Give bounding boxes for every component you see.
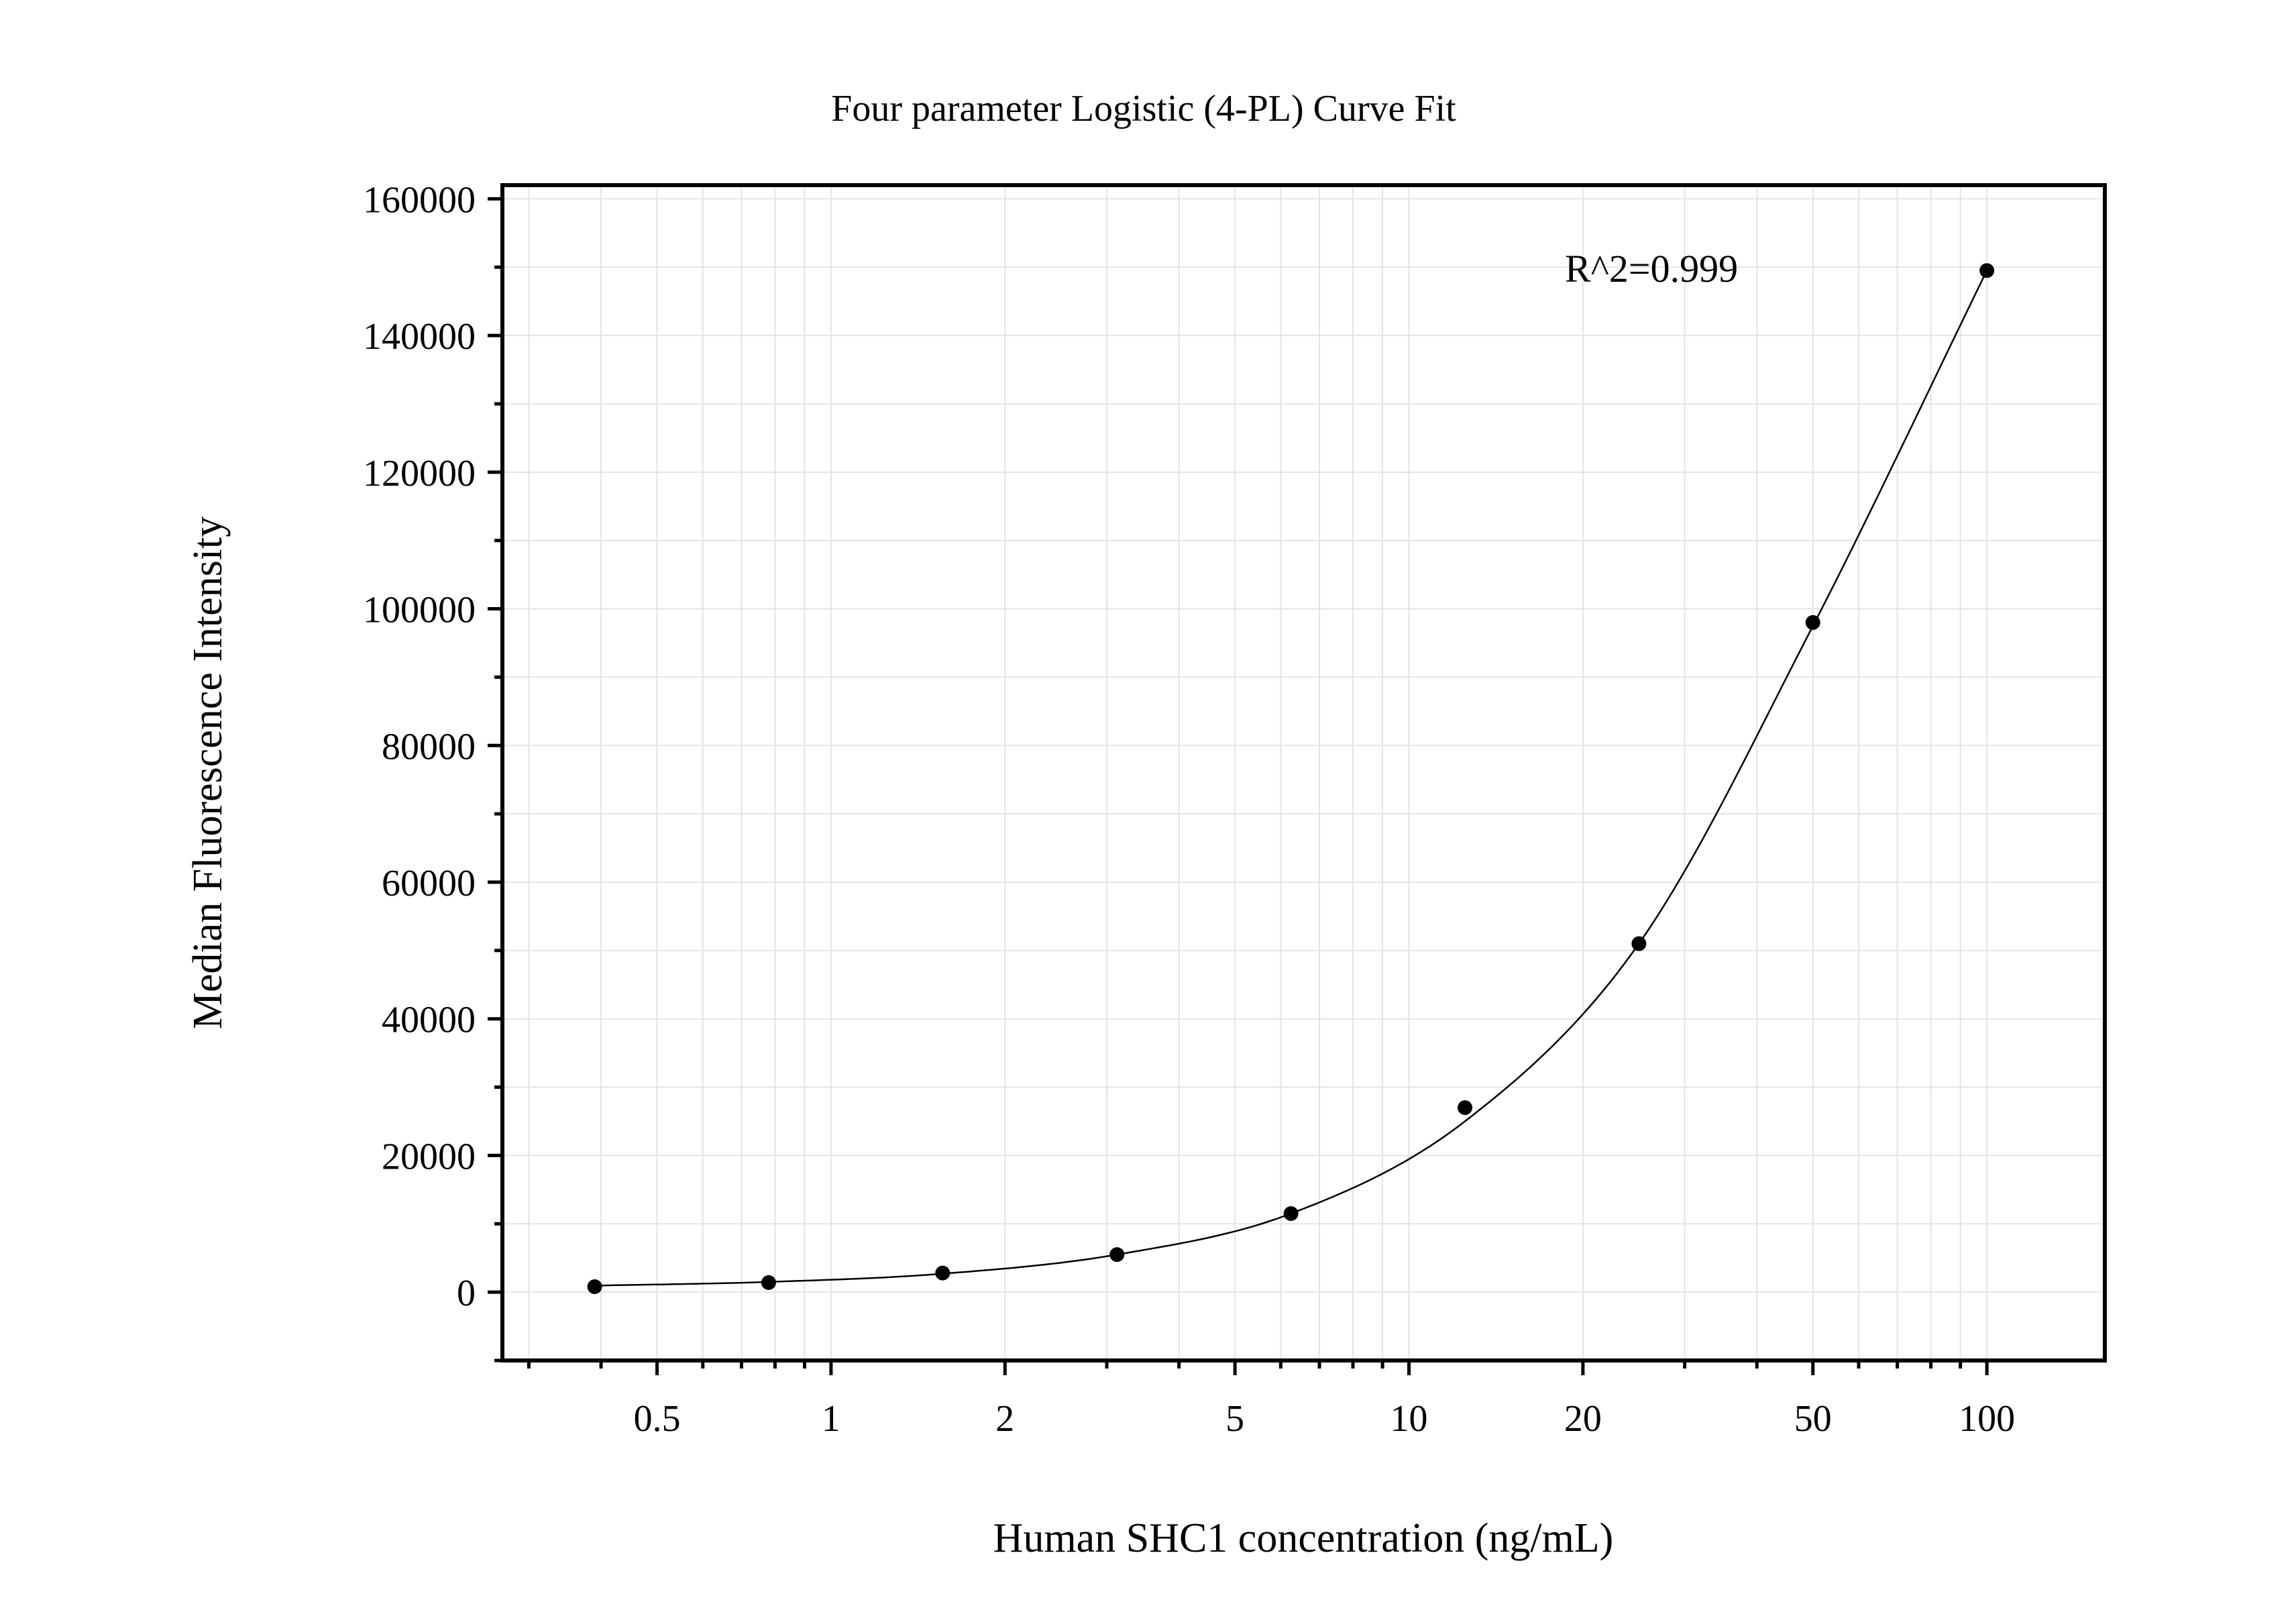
grid [502, 185, 2105, 1360]
data-point [1805, 614, 1820, 630]
y-tick-label: 40000 [382, 1000, 476, 1041]
y-tick-label: 160000 [363, 179, 476, 221]
x-tick-label: 50 [1794, 1398, 1832, 1440]
x-tick-label: 20 [1564, 1398, 1602, 1440]
x-tick-label: 2 [995, 1398, 1014, 1440]
x-tick-label: 1 [822, 1398, 840, 1440]
fit-curve [594, 270, 1988, 1287]
r-squared-annotation: R^2=0.999 [1565, 247, 1738, 290]
y-axis-label: Median Fluorescence Intensity [185, 517, 231, 1029]
x-tick-label: 10 [1390, 1398, 1428, 1440]
x-tick-labels: 0.5 1 2 5 10 20 50 100 [634, 1398, 2016, 1440]
x-tick-label: 100 [1959, 1398, 2015, 1440]
x-tick-label: 0.5 [634, 1398, 681, 1440]
axis-ticks [488, 197, 1989, 1375]
x-axis-label: Human SHC1 concentration (ng/mL) [993, 1515, 1614, 1561]
y-tick-label: 0 [457, 1273, 476, 1314]
y-tick-label: 100000 [363, 590, 476, 631]
chart-title: Four parameter Logistic (4-PL) Curve Fit [831, 88, 1456, 129]
data-points [587, 263, 1995, 1294]
data-point [1631, 936, 1647, 951]
plot-frame [500, 183, 2107, 1362]
data-point [935, 1265, 950, 1281]
y-tick-label: 60000 [382, 863, 476, 904]
data-point [1109, 1247, 1125, 1263]
y-tick-label: 20000 [382, 1136, 476, 1177]
y-tick-label: 80000 [382, 726, 476, 767]
x-tick-label: 5 [1225, 1398, 1244, 1440]
data-point [1283, 1206, 1299, 1221]
data-point [587, 1279, 602, 1294]
data-point [1979, 263, 1995, 278]
data-point [761, 1275, 776, 1290]
y-tick-label: 120000 [363, 453, 476, 494]
y-tick-labels: 0 20000 40000 60000 80000 100000 120000 140000 1… [363, 179, 476, 1314]
data-point [1458, 1100, 1473, 1116]
y-tick-label: 140000 [363, 316, 476, 358]
